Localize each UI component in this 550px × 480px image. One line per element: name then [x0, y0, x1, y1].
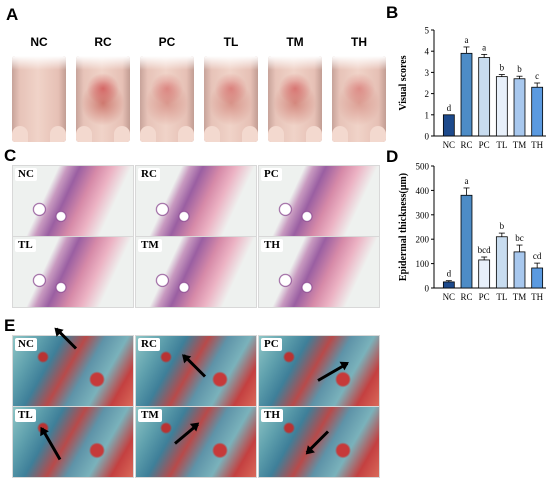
y-tick-label: 400 [416, 186, 430, 196]
bar-th [531, 86, 544, 137]
panel-c-label-0: NC [15, 168, 37, 181]
x-tick-label: NC [443, 292, 456, 302]
significance-letter: c [535, 71, 539, 81]
mouse-photo [268, 56, 322, 142]
significance-letter: b [500, 63, 505, 73]
significance-letter: bcd [478, 245, 491, 255]
panel-a-letter: A [6, 5, 19, 24]
x-tick-label: PC [479, 292, 490, 302]
x-tick-label: RC [460, 292, 472, 302]
significance-letter: a [465, 176, 469, 186]
y-tick-label: 3 [425, 68, 430, 78]
mouse-photo [140, 56, 194, 142]
y-axis-label: Epidermal thickness(μm) [398, 173, 409, 281]
bar-tm [513, 251, 526, 289]
bar-rc [460, 194, 473, 289]
panel-b-letter: B [386, 3, 399, 22]
panel-e-letter: E [4, 316, 16, 335]
x-tick-label: PC [479, 140, 490, 150]
panel-a-label-0: NC [30, 35, 48, 49]
panel-e-label-2: PC [261, 338, 282, 351]
x-tick-label: RC [460, 140, 472, 150]
panel-c-label-3: TL [15, 239, 36, 252]
y-tick-label: 4 [425, 47, 430, 57]
panel-c-letter: C [4, 146, 17, 165]
y-tick-label: 0 [425, 284, 430, 294]
x-tick-label: TH [531, 140, 543, 150]
significance-letter: d [447, 103, 452, 113]
bar-pc [478, 57, 491, 137]
bar-tl [495, 76, 508, 137]
chart-epidermal-thickness: 0 100 200 300 400 500 Epidermal thickness(μm) d… [398, 162, 546, 302]
panel-d-letter: D [386, 147, 399, 166]
bar-th [531, 267, 544, 289]
significance-letter: b [500, 221, 505, 231]
bar-rc [460, 52, 473, 137]
bar-pc [478, 259, 491, 289]
x-tick-label: TM [513, 140, 527, 150]
chart-visual-scores: 0 1 2 3 4 5 Visual scores d NC a RC a PC b TL b TM c TH [398, 26, 546, 150]
mouse-photo [12, 56, 66, 142]
panel-a-label-1: RC [94, 35, 112, 49]
y-tick-label: 0 [425, 132, 430, 142]
panel-a-label-2: PC [158, 35, 176, 49]
x-tick-label: TL [496, 140, 507, 150]
significance-letter: b [517, 64, 522, 74]
y-tick-label: 5 [425, 26, 430, 36]
panel-c-label-1: RC [138, 168, 160, 181]
bar-nc [442, 281, 455, 289]
panel-a-label-5: TH [351, 35, 367, 49]
panel-e-label-5: TH [261, 409, 283, 422]
significance-letter: cd [533, 251, 542, 261]
bar-nc [442, 114, 455, 137]
mouse-photo [76, 56, 130, 142]
panel-e-label-3: TL [15, 409, 36, 422]
panel-c-label-4: TM [138, 239, 162, 252]
panel-e-label-4: TM [138, 409, 162, 422]
panel-a-label-3: TL [223, 35, 239, 49]
y-axis-label: Visual scores [398, 55, 409, 110]
x-tick-label: TH [531, 292, 543, 302]
significance-letter: a [465, 35, 469, 45]
y-tick-label: 200 [416, 235, 430, 245]
significance-letter: bc [515, 233, 524, 243]
significance-letter: d [447, 269, 452, 279]
panel-e-label-1: RC [138, 338, 160, 351]
x-tick-label: TM [513, 292, 527, 302]
x-tick-label: NC [443, 140, 456, 150]
significance-letter: a [482, 42, 486, 52]
y-tick-label: 1 [425, 110, 430, 120]
y-tick-label: 300 [416, 210, 430, 220]
mouse-photo [332, 56, 386, 142]
panel-c-label-5: TH [261, 239, 283, 252]
mouse-photo [204, 56, 258, 142]
panel-a-label-4: TM [286, 35, 304, 49]
y-tick-label: 500 [416, 162, 430, 172]
panel-c-label-2: PC [261, 168, 282, 181]
x-tick-label: TL [496, 292, 507, 302]
bar-tl [495, 236, 508, 289]
bar-tm [513, 78, 526, 137]
y-tick-label: 2 [425, 89, 430, 99]
panel-e-label-0: NC [15, 338, 37, 351]
y-tick-label: 100 [416, 259, 430, 269]
